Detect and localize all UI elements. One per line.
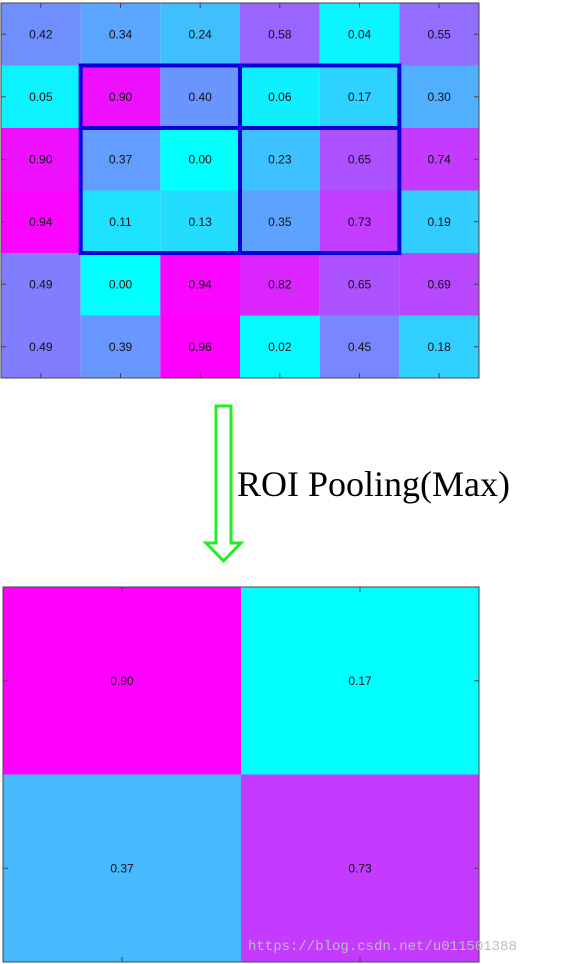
input-cell-value: 0.74 [427, 152, 451, 166]
input-cell-value: 0.69 [427, 277, 451, 291]
input-cell [1, 65, 81, 128]
input-cell-value: 0.17 [348, 90, 372, 104]
input-cell [240, 128, 320, 191]
input-cell [1, 3, 81, 66]
roi-box [78, 63, 402, 255]
watermark-text: https://blog.csdn.net/u011501388 [248, 939, 517, 955]
output-cell-value: 0.37 [110, 861, 134, 875]
input-cell-value: 0.06 [268, 90, 292, 104]
input-cell [240, 190, 320, 253]
output-cell-value: 0.90 [110, 674, 134, 688]
input-cell [1, 253, 81, 316]
input-cell-value: 0.18 [427, 340, 451, 354]
input-cell-value: 0.94 [188, 277, 212, 291]
input-cell-value: 0.37 [109, 152, 133, 166]
input-cell [319, 253, 400, 316]
input-cell-value: 0.73 [348, 215, 372, 229]
input-cell [160, 253, 240, 316]
input-cell [1, 190, 81, 253]
output-cell [241, 587, 479, 775]
output-cell-value: 0.73 [348, 861, 372, 875]
input-cell-value: 0.90 [109, 90, 133, 104]
input-cell [319, 128, 400, 191]
input-cell-value: 0.96 [188, 340, 212, 354]
input-cell-value: 0.90 [29, 152, 53, 166]
input-cell [319, 65, 400, 128]
input-cell [80, 190, 161, 253]
input-cell-value: 0.04 [348, 27, 372, 41]
input-cell-value: 0.42 [29, 27, 53, 41]
input-cell [240, 65, 320, 128]
input-cell [399, 315, 479, 378]
input-cell-value: 0.05 [29, 90, 53, 104]
input-cell [160, 3, 240, 66]
input-cell-value: 0.34 [109, 27, 133, 41]
output-cell-value: 0.17 [348, 674, 372, 688]
input-cell-value: 0.00 [109, 277, 133, 291]
input-cell [319, 315, 400, 378]
input-cell-value: 0.19 [427, 215, 451, 229]
input-cell [1, 315, 81, 378]
input-cell [319, 3, 400, 66]
input-cell [80, 65, 161, 128]
caption-label: ROI Pooling(Max) [237, 464, 510, 504]
input-cell-value: 0.11 [109, 215, 132, 229]
input-cell [399, 3, 479, 66]
input-cell-value: 0.23 [268, 152, 292, 166]
input-cell [80, 128, 161, 191]
input-cell [399, 190, 479, 253]
arrow-outline [202, 404, 245, 564]
input-cell-value: 0.30 [427, 90, 451, 104]
input-cell-value: 0.45 [348, 340, 372, 354]
input-cell [1, 128, 81, 191]
input-feature-map: 0.42 0.34 0.24 0.58 0.04 0.55 0.05 0.90 0.40 0.06… [0, 2, 480, 379]
input-cell [80, 315, 161, 378]
output-frame [2, 586, 480, 963]
down-arrow-icon [202, 404, 245, 564]
pooled-output-map: 0.90 0.17 0.37 0.73 [2, 586, 480, 963]
input-cell-value: 0.40 [188, 90, 212, 104]
input-cell [240, 315, 320, 378]
input-cell [160, 128, 240, 191]
input-cell-value: 0.55 [427, 27, 451, 41]
input-cell-value: 0.24 [188, 27, 212, 41]
input-cell-value: 0.00 [188, 152, 212, 166]
input-cell [160, 315, 240, 378]
input-cell [80, 253, 161, 316]
input-cell-value: 0.13 [188, 215, 212, 229]
input-cell-value: 0.39 [109, 340, 133, 354]
input-cell [399, 65, 479, 128]
input-cell-value: 0.82 [268, 277, 292, 291]
input-cell-value: 0.65 [348, 152, 372, 166]
input-cell [160, 65, 240, 128]
input-frame [0, 2, 480, 379]
input-cell [319, 190, 400, 253]
output-cell [241, 774, 479, 962]
input-cell [399, 128, 479, 191]
input-cell-value: 0.58 [268, 27, 292, 41]
output-cell [3, 774, 241, 962]
input-cell-value: 0.02 [268, 340, 292, 354]
input-cell [160, 190, 240, 253]
input-cell-value: 0.49 [29, 340, 53, 354]
input-cell [240, 253, 320, 316]
input-cell-value: 0.65 [348, 277, 372, 291]
input-cell [240, 3, 320, 66]
input-cell-value: 0.49 [29, 277, 53, 291]
input-cell [399, 253, 479, 316]
input-cell-value: 0.35 [268, 215, 292, 229]
input-cell [80, 3, 161, 66]
output-cell [3, 587, 241, 775]
input-cell-value: 0.94 [29, 215, 53, 229]
